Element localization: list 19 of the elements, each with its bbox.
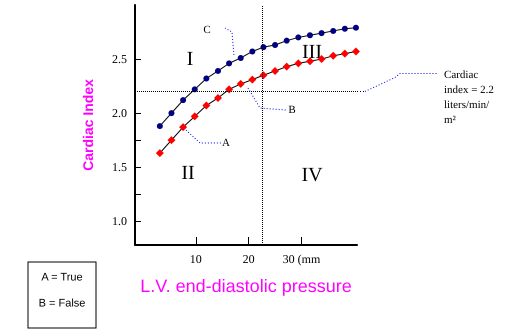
- y-tick-label: 1.5: [112, 160, 127, 174]
- annotation: IV: [301, 164, 324, 186]
- x-tick-label: 30 (mm: [282, 252, 321, 266]
- y-tick-label: 2.0: [112, 106, 127, 120]
- annotation: A: [222, 137, 230, 149]
- annotation: C: [203, 24, 211, 36]
- text: B = False: [38, 298, 86, 310]
- x-tick-label: 10: [190, 252, 202, 266]
- y-tick-label: 2.5: [112, 52, 127, 66]
- x-tick-label: 20: [242, 252, 255, 266]
- x-axis-title: L.V. end-diastolic pressure: [140, 276, 352, 296]
- y-axis-title: Cardiac Index: [80, 78, 96, 171]
- ref-line-label: Cardiac index = 2.2 liters/min/m²: [444, 68, 497, 126]
- annotation: B: [288, 104, 296, 116]
- text: A = True: [41, 272, 83, 284]
- annotation: II: [181, 162, 195, 184]
- y-tick-label: 1.0: [112, 214, 127, 228]
- annotation: III: [302, 41, 322, 63]
- annotation: I: [186, 48, 194, 70]
